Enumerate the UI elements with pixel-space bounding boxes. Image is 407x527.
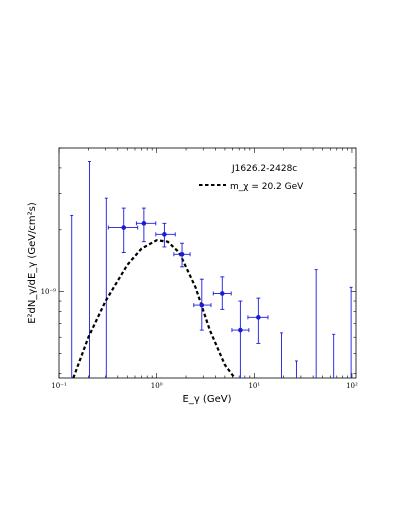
data-point (199, 302, 205, 308)
x-tick-label: 10⁻¹ (51, 382, 67, 390)
y-axis-label: E²dN_γ/dE_γ (GeV/cm²s) (27, 202, 38, 324)
axis-ticks (58, 147, 356, 378)
data-point (179, 251, 185, 257)
x-tick-label: 10² (346, 382, 358, 390)
model-curve-line (72, 239, 236, 379)
data-point (256, 315, 261, 320)
chart-title: J1626.2-2428c (231, 164, 297, 174)
data-point (219, 291, 225, 296)
y-tick-labels: 10⁻⁹ (41, 288, 57, 296)
legend-label: m_χ = 20.2 GeV (230, 182, 304, 192)
data-point (238, 327, 243, 333)
x-tick-label: 10⁰ (151, 382, 163, 390)
x-tick-labels: 10⁻¹ 10⁰ 10¹ 10² (51, 382, 358, 390)
data-point (162, 232, 167, 237)
model-curve (72, 239, 236, 379)
data-point (141, 221, 147, 226)
upper-bars (70, 161, 353, 378)
x-axis-label: E_γ (GeV) (183, 394, 232, 405)
plot-frame (58, 147, 357, 379)
data-point (121, 225, 127, 230)
data-points (107, 207, 269, 379)
y-tick-label: 10⁻⁹ (41, 288, 57, 296)
x-tick-label: 10¹ (248, 382, 260, 390)
